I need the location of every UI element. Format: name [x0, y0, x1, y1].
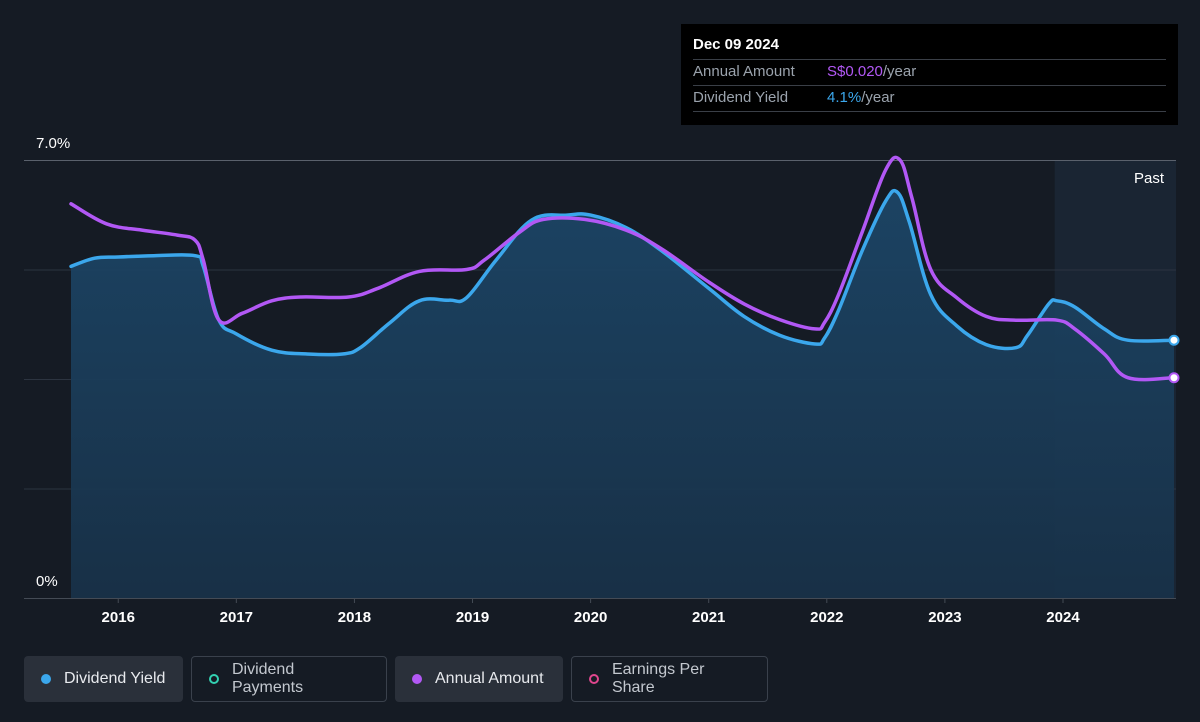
dividend-yield-end-marker [1168, 334, 1180, 346]
dot-icon [412, 674, 422, 684]
circle-icon [589, 674, 599, 684]
x-tick-label: 2017 [220, 609, 253, 626]
past-label: Past [1134, 170, 1165, 187]
dot-icon [41, 674, 51, 684]
legend-item-earnings-per-share[interactable]: Earnings Per Share [571, 656, 768, 702]
tooltip-date: Dec 09 2024 [693, 36, 779, 53]
legend-item-dividend-payments[interactable]: Dividend Payments [191, 656, 387, 702]
annual-amount-end-marker [1168, 372, 1180, 384]
legend-item-dividend-yield[interactable]: Dividend Yield [24, 656, 183, 702]
y-tick-label-top: 7.0% [36, 135, 70, 152]
dividend-yield-area [71, 190, 1174, 599]
legend-label: Annual Amount [435, 670, 544, 687]
y-tick-label-bottom: 0% [36, 573, 58, 590]
x-tick-label: 2020 [574, 609, 607, 626]
x-tick-label: 2016 [102, 609, 135, 626]
tooltip-unit: /year [882, 63, 917, 80]
x-tick-label: 2022 [810, 609, 843, 626]
circle-icon [209, 674, 219, 684]
tooltip-label: Annual Amount [693, 63, 795, 80]
tooltip-row-annual-amount: Annual Amount S$0.020/year [693, 59, 1166, 85]
x-tick-label: 2023 [928, 609, 961, 626]
tooltip-unit: /year [861, 89, 895, 106]
x-tick-label: 2024 [1046, 609, 1080, 626]
legend-item-annual-amount[interactable]: Annual Amount [395, 656, 563, 702]
x-tick-label: 2019 [456, 609, 489, 626]
x-tick-label: 2021 [692, 609, 725, 626]
tooltip-label: Dividend Yield [693, 89, 789, 106]
tooltip: Dec 09 2024 Annual Amount S$0.020/year D… [681, 24, 1178, 125]
tooltip-value: 4.1% [827, 89, 862, 106]
annual-amount-line [69, 155, 1176, 382]
legend-label: Dividend Yield [64, 670, 166, 687]
tooltip-row-dividend-yield: Dividend Yield 4.1%/year [693, 85, 1166, 112]
legend-label: Dividend Payments [231, 661, 304, 696]
legend-label: Earnings Per Share [611, 661, 705, 696]
x-tick-label: 2018 [338, 609, 371, 626]
tooltip-value: S$0.020 [827, 63, 883, 80]
legend: Dividend Yield Dividend Payments Annual … [24, 656, 768, 702]
